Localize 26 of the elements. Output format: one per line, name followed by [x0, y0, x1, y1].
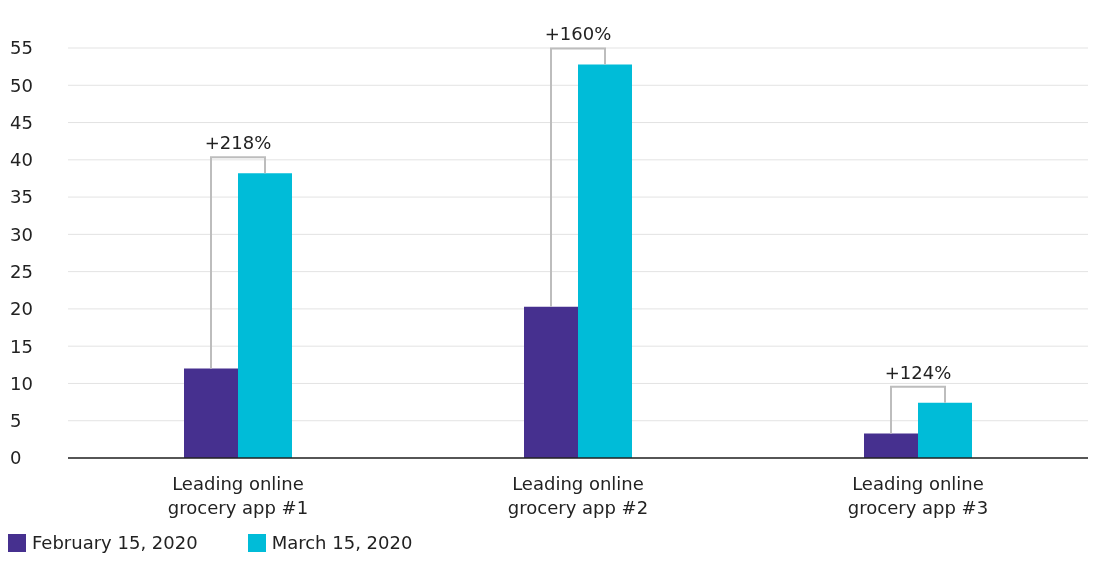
legend-label: February 15, 2020: [32, 532, 198, 553]
y-tick-label: 20: [10, 298, 33, 320]
annotation: +218%: [204, 132, 272, 154]
bar: [918, 402, 972, 458]
bar: [864, 433, 918, 458]
y-tick-label: 0: [10, 447, 22, 469]
annotation: +160%: [544, 23, 612, 45]
bar: [578, 64, 632, 458]
y-tick-label: 10: [10, 372, 33, 394]
y-tick-label: 30: [10, 223, 33, 245]
y-tick-label: 50: [10, 74, 33, 96]
bar: [184, 368, 238, 458]
x-tick-label: Leading online grocery app #2: [507, 473, 649, 518]
y-tick-label: 25: [10, 261, 33, 283]
y-tick-label: 40: [10, 149, 33, 171]
y-tick-label: 5: [10, 410, 22, 432]
y-tick-label: 35: [10, 186, 33, 208]
x-tick-label: Leading online grocery app #3: [847, 473, 989, 518]
y-tick-label: 15: [10, 335, 33, 357]
y-tick-label: 45: [10, 111, 33, 133]
legend-label: March 15, 2020: [271, 532, 413, 553]
annotation: +124%: [884, 361, 952, 383]
x-tick-label: Leading online grocery app #1: [167, 473, 309, 518]
bar: [238, 173, 292, 458]
y-tick-label: 55: [10, 37, 33, 59]
bar: [524, 306, 578, 458]
